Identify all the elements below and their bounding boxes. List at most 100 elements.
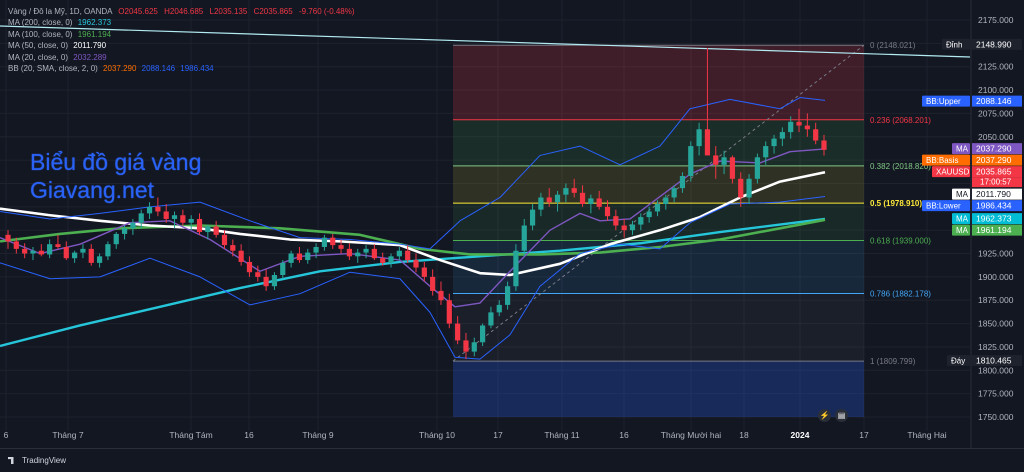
candle-body [188,218,194,223]
candle-body [729,157,736,179]
badge-value: 2035.865 [976,167,1012,177]
watermark: Biểu đồ giá vàng Giavang.net [30,148,201,204]
candle-body [305,252,311,261]
candle-body [471,342,477,352]
candle-body [355,252,361,257]
candle-body [438,290,444,301]
badge-label: Đỉnh [946,40,962,49]
legend-bb-lower: 1986.434 [180,64,214,74]
y-tick-label: 1850.000 [978,319,1014,329]
legend-ma200-value: 1962.373 [77,18,112,28]
candle-body [738,178,744,198]
x-tick-label: Tháng 7 [52,430,83,440]
x-tick-label: 18 [739,430,749,440]
badge-label-box [942,38,970,50]
candle-body [629,224,636,231]
legend-ma20-value: 2032.289 [73,52,107,62]
legend-bb[interactable]: BB (20, SMA, close, 2, 0) 2037.290 2088.… [8,63,355,74]
candle-body [654,204,661,212]
candle-body [138,213,144,223]
fib-level-label: 0.786 (1882.178) [870,290,931,299]
y-tick-label: 2100.000 [978,85,1014,95]
candle-body [513,250,519,287]
y-tick-label: 1825.000 [978,342,1014,352]
candle-body [155,206,161,212]
badge-value-box [972,95,1022,107]
price-badge: BB:Upper 2088.146 [922,95,1022,107]
candle-body [238,250,244,262]
candle-body [663,197,669,205]
candle-body [396,250,402,257]
candle-body [488,312,494,326]
badge-value: 1810.465 [976,356,1012,366]
candle-body [721,157,727,165]
price-badge: MA 2037.290 [952,143,1022,155]
price-badge: BB:Basis 2037.290 [922,154,1022,166]
candle-body [121,228,128,234]
candle-body [529,209,536,226]
candle-body [288,253,294,263]
candle-body [388,256,394,263]
legend-ma100-value: 1961.194 [77,29,112,39]
price-axis: 1750.000 1775.000 1800.000 1825.000 1850.000… [922,0,1022,448]
candle-body [213,226,219,235]
candle-body [221,234,228,246]
candle-body [105,244,111,257]
candle-body [47,244,53,255]
badge-value-box [972,355,1022,367]
candle-body [821,140,827,150]
x-tick-label: 16 [619,430,629,440]
badge-label-box [947,355,970,367]
badge-value: 2148.990 [976,39,1012,49]
candle-body [38,250,44,255]
badge-value-box [972,188,1022,200]
x-tick-label: Tháng Hai [907,430,946,440]
candle-body [638,217,644,225]
candle-body [688,146,694,176]
x-tick-label: Tháng 11 [544,430,580,440]
candle-body [130,222,136,229]
price-chart[interactable]: 0 (2148.021) 0.236 (2068.201) 0.382 (2018.… [0,0,1024,448]
x-tick-label: Tháng 10 [419,430,455,440]
candle-body [521,225,527,251]
us-flag-icon[interactable]: ▤ [835,409,848,422]
badge-label-box [952,188,970,200]
badge-value-box [972,200,1022,212]
badge-label: Đáy [951,357,965,366]
candle-body [5,234,11,242]
tradingview-brand-label: TradingView [22,456,67,465]
candle-body [621,225,627,231]
x-tick-label: 16 [244,430,254,440]
candle-body [646,211,652,218]
tradingview-brand[interactable]: TradingView [8,456,66,465]
y-tick-label: 2175.000 [978,15,1014,25]
y-tick-label: 1800.000 [978,365,1014,375]
candle-body [346,248,352,257]
badge-value-box [972,38,1022,50]
candle-body [813,129,819,141]
legend-ma200[interactable]: MA (200, close, 0) 1962.373 [8,17,355,28]
legend-ma50-label: MA (50, close, 0) [8,41,69,51]
badge-value: 1962.373 [976,214,1012,224]
change-value: -9.760 (-0.48%) [298,7,355,16]
symbol-row[interactable]: Vàng / Đô la Mỹ, 1D, OANDA O2045.625 H20… [8,6,355,17]
x-tick-label: 6 [4,430,9,440]
candle-body [771,138,777,147]
legend-ma50[interactable]: MA (50, close, 0) 2011.790 [8,40,355,51]
candle-body [704,129,711,156]
candle-body [430,276,436,291]
candle-body [763,146,769,158]
lightning-icon[interactable]: ⚡ [818,409,831,422]
x-tick-label: Tháng 9 [302,430,333,440]
candle-body [579,192,586,205]
trend-line [0,25,971,58]
x-tick-label: 17 [493,430,503,440]
candle-body [604,206,611,217]
candle-body [746,178,752,198]
legend-ma100[interactable]: MA (100, close, 0) 1961.194 [8,29,355,40]
candle-body [146,206,153,214]
legend-ma20[interactable]: MA (20, close, 0) 2032.289 [8,52,355,63]
candle-body [13,241,19,249]
candle-body [22,248,28,254]
candle-body [504,286,511,305]
